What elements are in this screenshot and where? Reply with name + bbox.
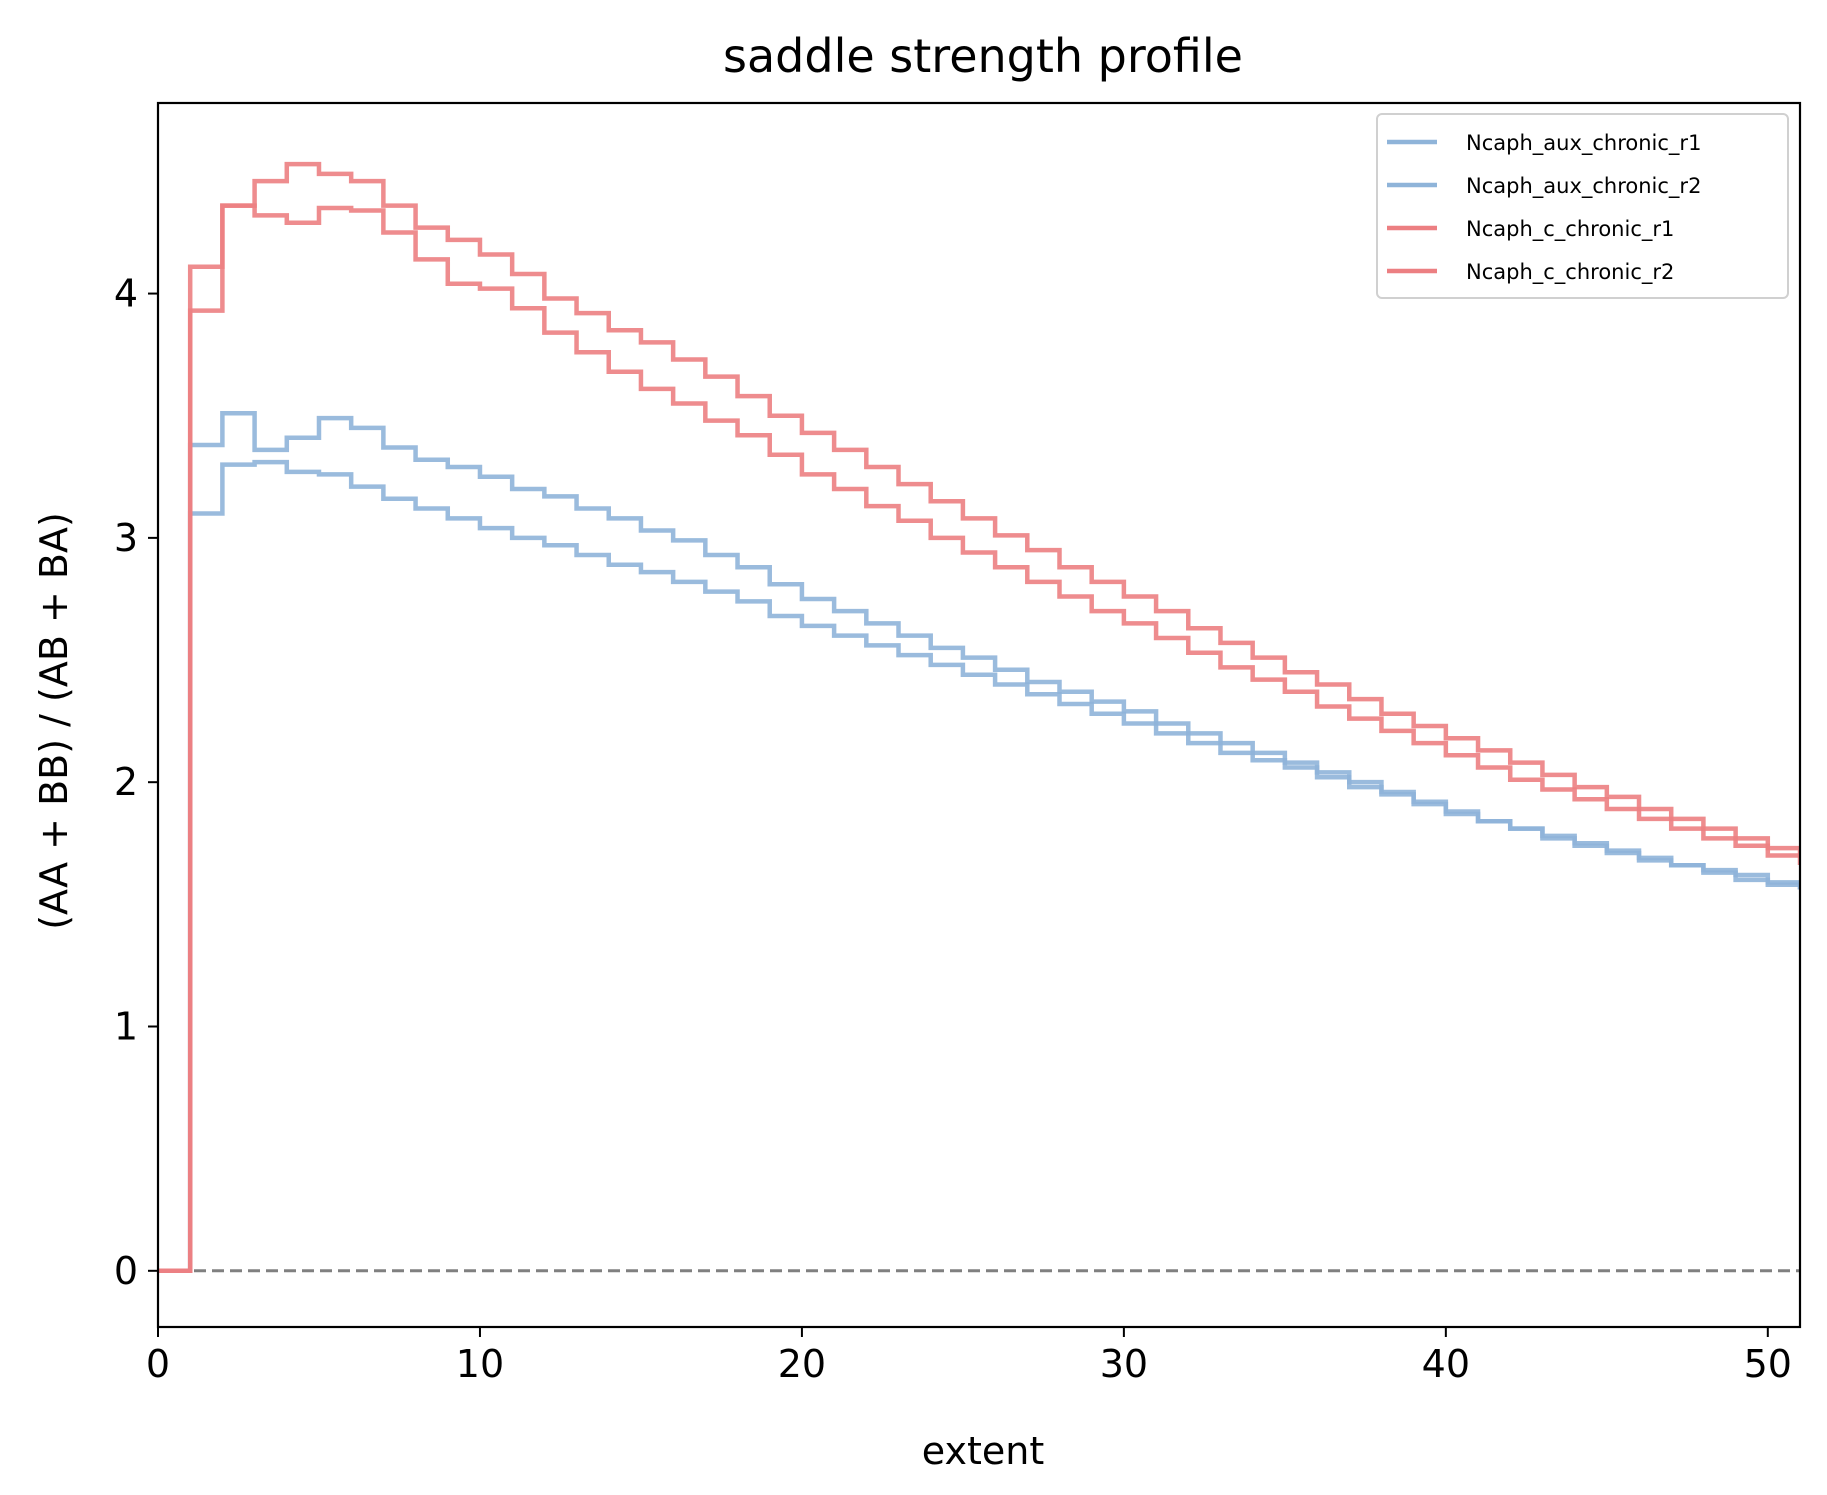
x-tick-label: 20	[778, 1342, 826, 1386]
series-layer	[158, 161, 1800, 1274]
y-tick-label: 0	[114, 1249, 138, 1293]
legend-label: Ncaph_aux_chronic_r2	[1466, 174, 1701, 199]
legend-label: Ncaph_aux_chronic_r1	[1466, 131, 1701, 156]
y-tick-label: 3	[114, 516, 138, 560]
x-axis: 0 10 20 30 40 50	[146, 1327, 1792, 1386]
y-tick-label: 2	[114, 760, 138, 804]
y-tick-label: 1	[114, 1004, 138, 1048]
x-axis-label: extent	[922, 1429, 1044, 1473]
x-tick-label: 0	[146, 1342, 170, 1386]
x-tick-label: 50	[1744, 1342, 1792, 1386]
y-tick-label: 4	[114, 272, 138, 316]
series-line-Ncaph_c_chronic_r1	[158, 203, 1800, 1274]
legend-box	[1376, 113, 1789, 299]
legend-label: Ncaph_c_chronic_r2	[1466, 260, 1674, 285]
x-tick-label: 30	[1100, 1342, 1148, 1386]
x-tick-label: 40	[1422, 1342, 1470, 1386]
y-axis: 0 1 2 3 4	[114, 272, 158, 1293]
legend: Ncaph_aux_chronic_r1 Ncaph_aux_chronic_r2…	[1376, 113, 1789, 299]
series-line-Ncaph_aux_chronic_r2	[158, 459, 1800, 1274]
plot-frame	[156, 101, 1802, 1329]
legend-label: Ncaph_c_chronic_r1	[1466, 217, 1674, 242]
chart-title: saddle strength profile	[723, 29, 1243, 83]
y-axis-label: (AA + BB) / (AB + BA)	[32, 512, 76, 930]
series-line-Ncaph_c_chronic_r2	[158, 161, 1800, 1274]
x-tick-label: 10	[456, 1342, 504, 1386]
